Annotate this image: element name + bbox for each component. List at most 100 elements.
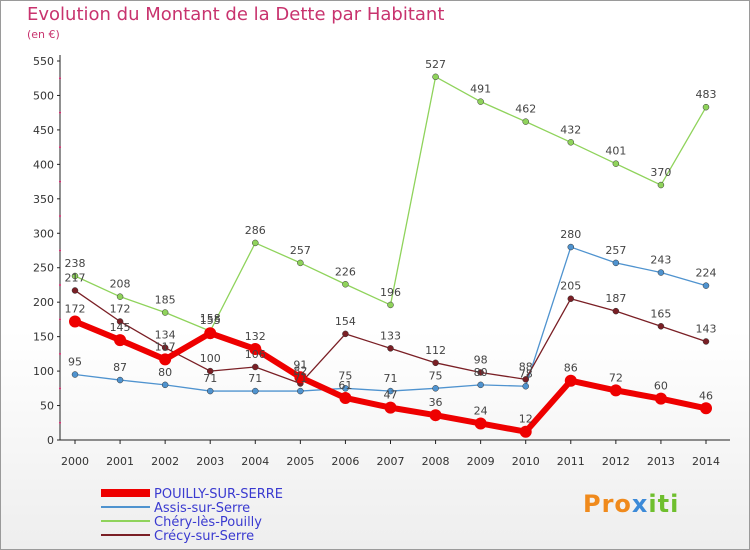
legend-label: Chéry-lès-Pouilly xyxy=(154,515,262,530)
y-tick-label: 500 xyxy=(33,89,54,102)
data-label: 208 xyxy=(110,278,131,291)
data-label: 78 xyxy=(519,367,533,380)
x-tick-label: 2009 xyxy=(467,455,495,468)
data-label: 165 xyxy=(650,307,671,320)
data-label: 71 xyxy=(203,372,217,385)
data-point xyxy=(69,315,81,328)
data-point xyxy=(384,401,397,414)
data-point xyxy=(657,181,665,189)
data-point xyxy=(567,243,575,251)
data-label: 24 xyxy=(474,404,488,417)
y-tick-label: 100 xyxy=(33,365,54,378)
data-point xyxy=(522,118,529,125)
x-tick-label: 2005 xyxy=(286,455,314,468)
data-point xyxy=(612,259,620,267)
y-tick-label: 0 xyxy=(47,434,54,447)
data-label: 80 xyxy=(158,366,172,379)
data-label: 238 xyxy=(65,257,86,270)
x-tick-label: 2013 xyxy=(647,455,675,468)
data-label: 132 xyxy=(245,330,266,343)
data-point xyxy=(657,323,665,330)
data-label: 106 xyxy=(245,348,266,361)
y-minor-tick xyxy=(59,180,61,183)
y-minor-tick xyxy=(59,111,61,114)
data-point xyxy=(116,318,124,325)
x-tick-label: 2001 xyxy=(106,455,134,468)
data-point xyxy=(297,259,304,267)
data-label: 87 xyxy=(113,361,127,374)
series-lines xyxy=(69,73,712,438)
data-label: 75 xyxy=(429,369,443,382)
data-label: 401 xyxy=(605,145,626,158)
data-label: 46 xyxy=(699,389,713,402)
data-label: 91 xyxy=(293,358,307,371)
data-point xyxy=(342,281,349,288)
data-label: 80 xyxy=(474,366,488,379)
data-point xyxy=(116,376,124,384)
data-point xyxy=(477,381,484,389)
data-label: 370 xyxy=(650,166,671,179)
data-point xyxy=(71,371,79,378)
data-label: 95 xyxy=(68,356,82,369)
data-label: 462 xyxy=(515,103,536,116)
data-point xyxy=(432,73,439,81)
y-minor-tick xyxy=(59,77,61,80)
data-point xyxy=(252,239,259,247)
data-point xyxy=(294,371,307,384)
data-label: 155 xyxy=(200,314,221,327)
data-label: 432 xyxy=(560,123,581,136)
x-tick-label: 2014 xyxy=(692,455,720,468)
data-label: 112 xyxy=(425,344,446,357)
data-label: 226 xyxy=(335,265,356,278)
legend-label: Assis-sur-Serre xyxy=(154,501,250,516)
legend-label: POUILLY-SUR-SERRE xyxy=(154,487,283,502)
data-point xyxy=(161,344,169,351)
data-label: 205 xyxy=(560,280,581,293)
data-label: 196 xyxy=(380,286,401,299)
data-point xyxy=(612,307,620,315)
y-tick-label: 350 xyxy=(33,193,54,206)
data-point xyxy=(249,343,262,356)
data-label: 491 xyxy=(470,83,491,96)
data-point xyxy=(522,376,529,383)
data-label: 172 xyxy=(65,302,86,315)
y-minor-tick xyxy=(59,318,61,321)
data-point xyxy=(519,425,532,438)
y-tick-label: 250 xyxy=(33,262,54,275)
data-labels: 238 208 185 158 286 257 226 196 527 491 462 432 401 3… xyxy=(65,58,717,426)
data-point xyxy=(206,387,214,395)
y-tick-label: 550 xyxy=(33,55,54,68)
data-label: 117 xyxy=(155,340,176,353)
data-point xyxy=(297,387,304,395)
data-point xyxy=(700,402,712,415)
data-label: 61 xyxy=(338,379,352,392)
data-point xyxy=(204,327,217,340)
data-label: 71 xyxy=(293,372,307,385)
data-label: 133 xyxy=(380,329,401,342)
y-tick-label: 300 xyxy=(33,227,54,240)
data-point xyxy=(567,139,575,146)
data-label: 187 xyxy=(605,292,626,305)
data-label: 286 xyxy=(245,224,266,237)
data-label: 145 xyxy=(110,321,131,334)
x-tick-label: 2010 xyxy=(512,455,540,468)
data-label: 158 xyxy=(200,312,221,325)
y-tick-label: 400 xyxy=(33,158,54,171)
data-label: 47 xyxy=(384,389,398,402)
data-point xyxy=(252,387,259,395)
data-label: 243 xyxy=(650,254,671,267)
y-tick-label: 200 xyxy=(33,296,54,309)
data-point xyxy=(71,287,79,294)
data-label: 60 xyxy=(654,380,668,393)
data-label: 72 xyxy=(609,371,623,384)
data-point xyxy=(342,330,349,338)
data-point xyxy=(161,309,169,316)
data-label: 86 xyxy=(564,362,578,375)
data-point xyxy=(477,369,484,376)
x-tick-label: 2002 xyxy=(151,455,179,468)
data-point xyxy=(161,381,169,389)
data-point xyxy=(654,392,667,405)
x-tick-label: 2012 xyxy=(602,455,630,468)
